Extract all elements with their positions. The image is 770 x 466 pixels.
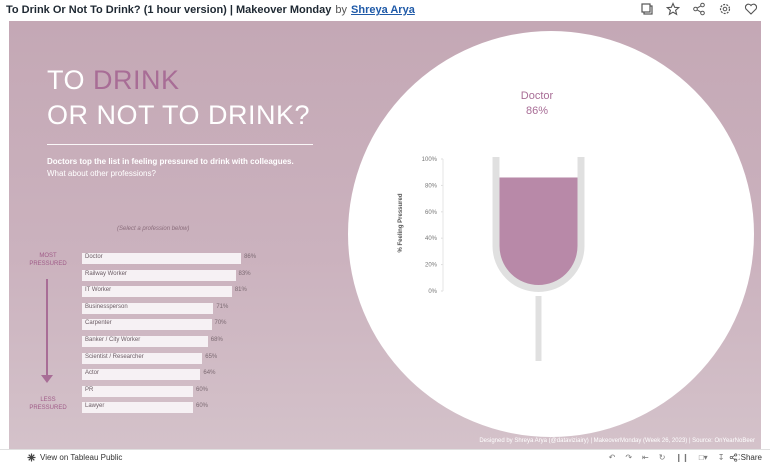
profession-bar[interactable] [82, 286, 232, 298]
profession-value: 68% [210, 337, 223, 343]
glass-tick-label: 40% [425, 236, 438, 242]
profession-label: Railway Worker [85, 270, 127, 277]
profession-row[interactable]: Carpenter 70% [82, 319, 242, 331]
view-on-tableau-label: View on Tableau Public [40, 453, 123, 462]
redo-icon[interactable]: ↷ [625, 453, 633, 462]
glass-outline [492, 157, 585, 292]
profession-value: 64% [203, 370, 216, 377]
wine-glass-chart: % Feeling Pressured 100% 80% 60% 40% 20% 0% [398, 157, 585, 361]
page-header: To Drink Or Not To Drink? (1 hour versio… [0, 0, 770, 20]
headline-prefix: TO [47, 65, 94, 95]
favorite-icon[interactable] [744, 2, 758, 16]
profession-row[interactable]: Businessperson 71% [82, 302, 243, 314]
settings-icon[interactable] [718, 2, 732, 16]
footer-controls: ↶ ↷ ⇤ ↻ ❙❙ □▾ ↧ ⛶ [609, 453, 740, 463]
undo-icon[interactable]: ↶ [608, 453, 616, 462]
profession-bar[interactable] [82, 269, 236, 281]
less-pressured-label: LESS PRESSURED [29, 397, 67, 411]
profession-value: 70% [214, 320, 227, 327]
glass-tick-label: 100% [422, 157, 438, 163]
profession-value: 65% [205, 353, 218, 360]
glass-fill-level [496, 177, 581, 246]
refresh-icon[interactable]: ↻ [658, 453, 666, 462]
fullscreen-icon[interactable]: ⛶ [734, 453, 740, 462]
profession-bar[interactable] [82, 369, 201, 381]
profession-label: Carpenter [85, 320, 112, 327]
headline-line-2: OR NOT TO DRINK? [47, 100, 311, 130]
viz-title: To Drink Or Not To Drink? (1 hour versio… [6, 4, 332, 16]
profession-value: 81% [234, 287, 247, 294]
profession-bar[interactable] [82, 402, 193, 414]
profession-bar[interactable] [82, 336, 208, 347]
profession-label: Actor [85, 370, 100, 377]
author-link[interactable]: Shreya Arya [351, 4, 415, 16]
profession-label: PR [85, 386, 94, 393]
page-footer: View on Tableau Public ↶ ↷ ⇤ ↻ ❙❙ □▾ ↧ ⛶… [0, 449, 770, 466]
subtitle-line-2: What about other professions? [47, 169, 156, 178]
glass-axis-label: % Feeling Pressured [398, 193, 404, 252]
profession-value: 71% [216, 303, 229, 310]
glass-tick-label: 20% [425, 263, 438, 269]
arrow-down-icon [41, 375, 53, 383]
selected-percent: 86% [525, 105, 549, 117]
profession-row[interactable]: PR 60% [82, 385, 223, 397]
profession-value: 60% [196, 386, 209, 393]
glass-fill-bowl [496, 246, 581, 289]
pressure-arrow-line [46, 279, 48, 379]
download-icon[interactable]: ↧ [717, 453, 725, 462]
share-network-icon[interactable] [692, 2, 706, 16]
subtitle-line-1: Doctors top the list in feeling pressure… [47, 157, 294, 166]
headline-highlight: DRINK [93, 65, 180, 95]
profession-row[interactable]: Doctor 86% [82, 253, 271, 264]
profession-bar[interactable] [82, 302, 214, 314]
credit-line: Designed by Shreya Arya (@dataviziairy) … [479, 438, 755, 444]
comment-icon[interactable]: □▾ [698, 453, 708, 462]
revert-icon[interactable]: ⇤ [642, 453, 649, 462]
profession-value: 83% [238, 270, 251, 277]
view-on-tableau-public[interactable]: View on Tableau Public [27, 453, 122, 462]
glass-tick-label: 60% [425, 210, 438, 216]
tableau-viz: TO DRINK OR NOT TO DRINK? Doctors top th… [9, 21, 761, 449]
profession-row[interactable]: Railway Worker 83% [82, 269, 266, 281]
share-button[interactable]: Share [729, 453, 762, 462]
profession-bar[interactable] [82, 319, 212, 331]
glass-axis-ticks: 100% 80% 60% 40% 20% 0% [422, 157, 444, 295]
most-pressured-label: MOST PRESSURED [29, 253, 67, 267]
star-icon[interactable] [665, 2, 681, 16]
byline-by: by [335, 4, 348, 16]
profession-row[interactable]: Lawyer 60% [82, 402, 223, 414]
header-icons [640, 2, 758, 16]
profession-label: Lawyer [85, 403, 105, 410]
profession-bar[interactable] [82, 385, 193, 397]
glass-tick-label: 80% [425, 183, 438, 189]
profession-label: Doctor [85, 254, 103, 260]
headline-line-1: TO DRINK [47, 65, 180, 96]
profession-label: Businessperson [85, 303, 128, 310]
profession-row[interactable]: IT Worker 81% [82, 286, 262, 298]
profession-bar[interactable] [82, 253, 242, 264]
profession-label: IT Worker [85, 287, 112, 294]
profession-row[interactable]: Scientist / Researcher 65% [82, 352, 232, 364]
selected-profession: Doctor [520, 90, 554, 102]
profession-label: Scientist / Researcher [85, 353, 144, 360]
headline-divider [47, 144, 313, 145]
profession-row[interactable]: Banker / City Worker 68% [82, 336, 238, 347]
pause-icon[interactable]: ❙❙ [675, 453, 689, 462]
glass-tick-label: 0% [428, 289, 437, 295]
profession-row[interactable]: Actor 64% [82, 369, 230, 381]
profession-value: 86% [244, 254, 257, 260]
copy-icon[interactable] [640, 2, 654, 16]
profession-value: 60% [196, 403, 209, 410]
tableau-logo-icon [27, 453, 36, 462]
profession-bar[interactable] [82, 352, 203, 364]
profession-label: Banker / City Worker [85, 337, 141, 343]
select-hint: (Select a profession below) [117, 226, 190, 232]
share-icon [729, 453, 737, 462]
share-label: Share [740, 453, 762, 462]
